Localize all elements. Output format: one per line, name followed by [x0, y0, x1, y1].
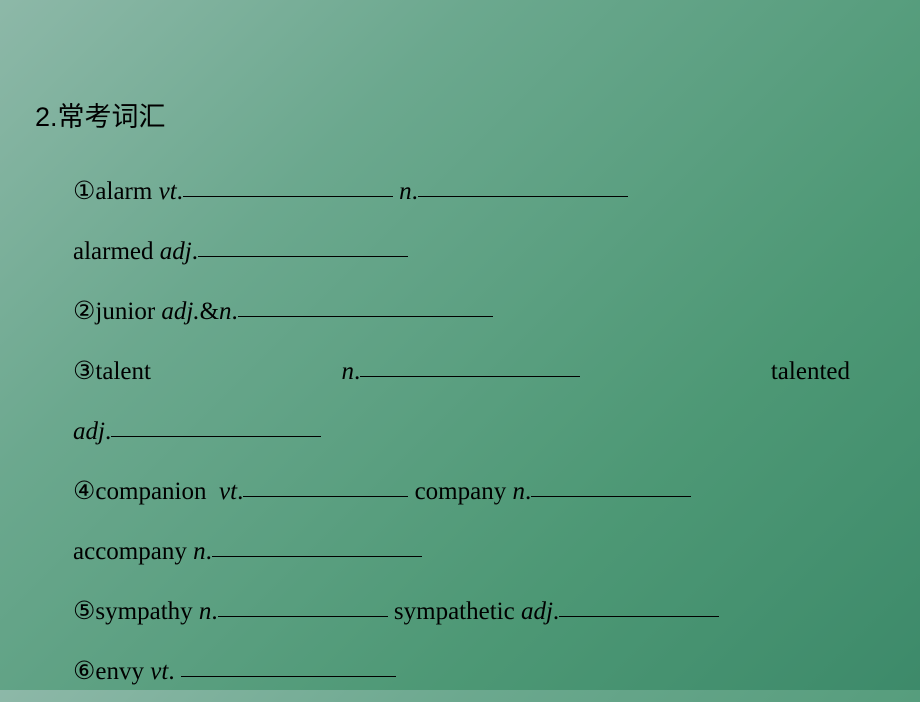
part-of-speech: adj — [160, 238, 192, 265]
word-text: sympathetic — [388, 598, 521, 625]
vocab-line: adj. — [73, 402, 850, 462]
fill-blank — [218, 592, 388, 617]
word-text: talented — [771, 358, 850, 385]
fill-blank — [212, 532, 422, 557]
part-of-speech: n — [219, 298, 232, 325]
vocab-line: ②junior adj.&n. — [73, 282, 850, 342]
item-number: ③ — [73, 358, 95, 385]
vocab-line: ⑤sympathy n. sympathetic adj. — [73, 582, 850, 642]
vocab-line: alarmed adj. — [73, 222, 850, 282]
word-text: talent — [95, 358, 151, 385]
fill-blank — [198, 232, 408, 257]
fill-blank — [418, 172, 628, 197]
word-text: accompany — [73, 538, 193, 565]
section-heading: 2.常考词汇 — [35, 85, 850, 150]
vocab-line: ①alarm vt. n. — [73, 162, 850, 222]
item-number: ④ — [73, 478, 95, 505]
part-of-speech: adj — [73, 418, 105, 445]
item-number: ① — [73, 178, 95, 205]
part-of-speech: n — [193, 538, 206, 565]
word-text: envy — [95, 658, 150, 685]
fill-blank — [559, 592, 719, 617]
word-text: sympathy — [95, 598, 198, 625]
part-of-speech: n — [199, 598, 212, 625]
word-text: alarmed — [73, 238, 160, 265]
word-text: & — [200, 298, 219, 325]
vocab-line: ④companion vt. company n. — [73, 462, 850, 522]
word-text: . — [168, 658, 181, 685]
fill-blank — [181, 652, 396, 677]
fill-blank — [360, 352, 580, 377]
item-number: ⑥ — [73, 658, 95, 685]
part-of-speech: adj. — [161, 298, 199, 325]
fill-blank — [183, 172, 393, 197]
vocab-line: accompany n. — [73, 522, 850, 582]
item-number: ② — [73, 298, 95, 325]
fill-blank — [111, 412, 321, 437]
part-of-speech: vt — [219, 478, 237, 505]
word-text: company — [408, 478, 512, 505]
vocabulary-list: ①alarm vt. n.alarmed adj.②junior adj.&n.… — [55, 162, 850, 702]
word-text: alarm — [95, 178, 158, 205]
part-of-speech: vt — [159, 178, 177, 205]
vocab-line: ③talentn.talented — [73, 342, 850, 402]
part-of-speech: adj — [521, 598, 553, 625]
word-text: junior — [95, 298, 161, 325]
part-of-speech: n — [512, 478, 525, 505]
item-number: ⑤ — [73, 598, 95, 625]
word-text: companion — [95, 478, 219, 505]
part-of-speech: vt — [150, 658, 168, 685]
fill-blank — [243, 472, 408, 497]
part-of-speech: n — [342, 358, 355, 385]
fill-blank — [531, 472, 691, 497]
part-of-speech: n — [399, 178, 412, 205]
fill-blank — [238, 292, 493, 317]
vocab-line: ⑥envy vt. — [73, 642, 850, 702]
